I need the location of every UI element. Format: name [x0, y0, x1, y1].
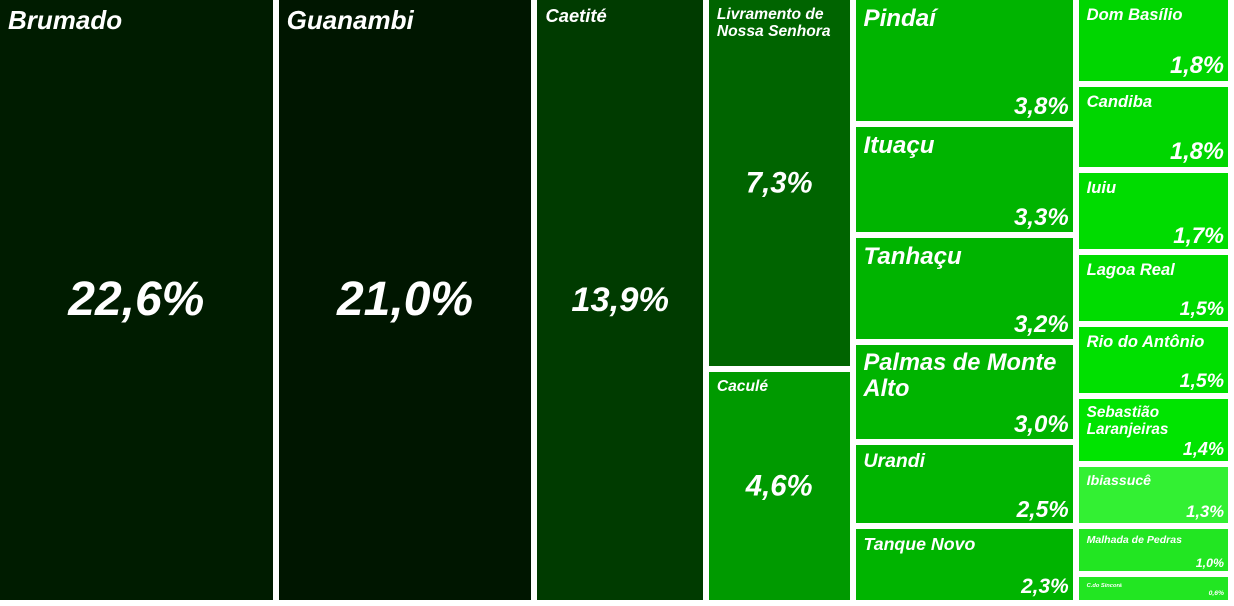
tile-label: Iuiu — [1086, 178, 1117, 198]
tile-label: Urandi — [863, 450, 925, 473]
value-label: 1,5% — [1179, 369, 1224, 392]
value-label: 1,4% — [1182, 439, 1224, 460]
tile-label: Caetité — [545, 5, 607, 26]
tile-label: Caculé — [716, 377, 769, 395]
tile-label: Tanhaçu — [863, 242, 962, 270]
value-label: 3,2% — [1013, 310, 1069, 338]
tile-label: Palmas de Monte Alto — [863, 349, 1057, 402]
value-label: 1,0% — [1195, 555, 1224, 570]
value-label: 2,5% — [1016, 496, 1069, 523]
value-label: 3,0% — [1013, 411, 1069, 439]
value-label: 1,7% — [1173, 222, 1224, 248]
tile: Candiba 1,8% — [1078, 86, 1228, 168]
value-label: 0,6% — [1208, 590, 1224, 598]
tile: Dom Basílio 1,8% — [1078, 0, 1228, 81]
value-label: 13,9% — [571, 280, 669, 319]
tile: Malhada de Pedras 1,0% — [1078, 529, 1228, 572]
value-label: 3,3% — [1013, 203, 1069, 231]
value-label: 3,8% — [1013, 93, 1069, 121]
tile-label: Malhada de Pedras — [1086, 534, 1182, 547]
tile-label: Livramento de Nossa Senhora — [716, 6, 831, 41]
tile: Ibiassucê 1,3% — [1078, 466, 1228, 524]
tile: Ituaçu 3,3% — [855, 127, 1073, 232]
tile: Palmas de Monte Alto 3,0% — [855, 344, 1073, 440]
tile-label: Ibiassucê — [1086, 471, 1152, 488]
tile-label: Dom Basílio — [1086, 5, 1183, 24]
tile: Rio do Antônio 1,5% — [1078, 327, 1228, 394]
value-label: 1,3% — [1186, 502, 1224, 522]
tile: Brumado 22,6% — [0, 0, 273, 600]
tile-label: Lagoa Real — [1086, 259, 1175, 279]
tile: Lagoa Real 1,5% — [1078, 254, 1228, 322]
tile-label: Sebastião Laranjeiras — [1086, 404, 1169, 439]
tile-label: Pindaí — [863, 5, 936, 32]
tile: Sebastião Laranjeiras 1,4% — [1078, 399, 1228, 461]
tile-label: Rio do Antônio — [1086, 332, 1205, 352]
tile: Guanambi 21,0% — [278, 0, 532, 600]
tile-label: Candiba — [1086, 91, 1153, 111]
tile-label: Brumado — [8, 5, 123, 35]
tile: Caetité 13,9% — [537, 0, 703, 600]
tile-label: Ituaçu — [863, 132, 935, 160]
value-label: 1,5% — [1179, 297, 1224, 320]
tile-label: Tanque Novo — [863, 533, 976, 554]
tile: Tanhaçu 3,2% — [855, 237, 1073, 339]
tile: C.do Sincorá 0,6% — [1078, 577, 1228, 600]
tile: Pindaí 3,8% — [855, 0, 1073, 122]
value-label: 7,3% — [745, 166, 813, 200]
tile: Livramento de Nossa Senhora 7,3% — [708, 0, 850, 366]
value-label: 1,8% — [1169, 52, 1224, 79]
value-label: 2,3% — [1021, 575, 1069, 599]
tile: Urandi 2,5% — [855, 445, 1073, 523]
tile: Iuiu 1,7% — [1078, 173, 1228, 249]
tile: Tanque Novo 2,3% — [855, 528, 1073, 600]
value-label: 4,6% — [745, 469, 813, 503]
tile-label: C.do Sincorá — [1086, 583, 1122, 590]
value-label: 21,0% — [336, 273, 474, 326]
tile-label: Guanambi — [286, 5, 414, 35]
value-label: 1,8% — [1169, 139, 1224, 166]
tile: Caculé 4,6% — [708, 371, 850, 600]
value-label: 22,6% — [68, 273, 205, 326]
